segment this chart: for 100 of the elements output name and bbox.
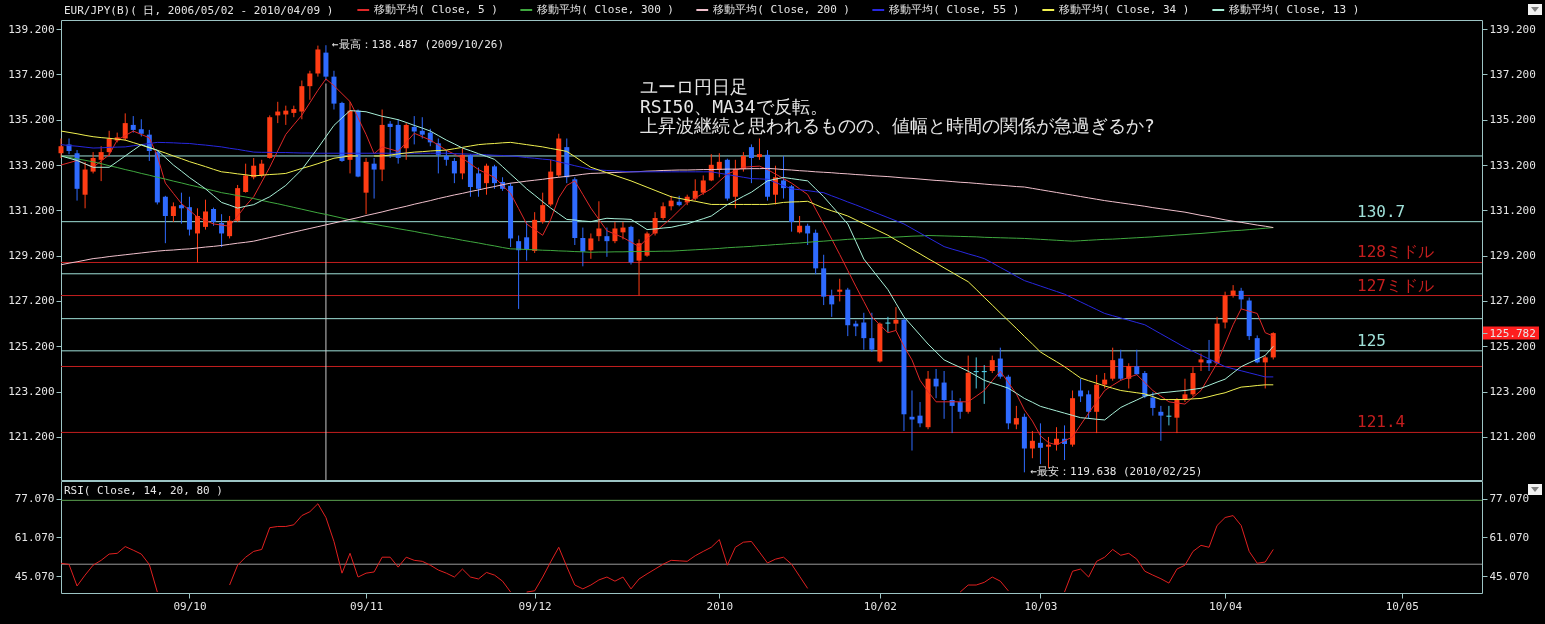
y-tick-label: 133.200 — [8, 158, 55, 172]
x-tick-label: 10/04 — [1209, 599, 1243, 613]
y-tick-label: 125.200 — [8, 339, 55, 353]
ref-line-label: 128ミドル — [1357, 242, 1434, 262]
candlestick — [829, 289, 835, 318]
candlestick — [1158, 405, 1164, 442]
candlestick — [861, 312, 867, 351]
ref-line-label: 130.7 — [1357, 201, 1406, 221]
x-tick-label: 10/03 — [1024, 599, 1058, 613]
y2-tick-label: 77.070 — [1489, 492, 1530, 506]
candlestick — [98, 145, 104, 182]
candlestick — [1118, 349, 1124, 382]
y-tick-label: 129.200 — [8, 249, 55, 263]
x-tick-label: 09/12 — [518, 599, 552, 613]
candlestick — [186, 196, 192, 236]
annotation: RSI50、MA34で反転。 — [640, 95, 828, 117]
candlestick — [194, 207, 200, 263]
candlestick — [203, 199, 209, 231]
y2-tick-label: 45.070 — [1489, 569, 1530, 583]
candlestick — [211, 207, 217, 227]
x-tick-label: 10/05 — [1385, 599, 1419, 613]
candlestick — [1013, 405, 1019, 430]
candlestick — [588, 232, 594, 260]
candlestick — [837, 278, 843, 302]
annotation: ユーロ円日足 — [640, 76, 748, 97]
line-series — [60, 78, 1274, 446]
candlestick — [893, 306, 899, 331]
y2-tick-label: 135.200 — [1489, 113, 1536, 127]
ref-line-label: 127ミドル — [1357, 275, 1434, 295]
y-tick-label: 127.200 — [8, 294, 55, 308]
candlestick — [170, 201, 176, 223]
candlestick — [58, 138, 64, 159]
x-tick-label: 09/10 — [173, 599, 207, 613]
chart-title: EUR/JPY(B)( 日, 2006/05/02 - 2010/04/09 ) — [64, 4, 334, 17]
candlestick — [1198, 353, 1204, 372]
y-tick-label: 77.070 — [14, 492, 55, 506]
x-tick-label: 2010 — [706, 599, 734, 613]
candlestick — [805, 223, 811, 246]
candlestick — [933, 368, 939, 399]
y2-tick-label: 125.200 — [1489, 339, 1536, 353]
candlestick — [1190, 366, 1196, 397]
candlestick — [451, 157, 457, 184]
candlestick — [748, 143, 754, 184]
candlestick — [1037, 422, 1043, 465]
candlestick — [1078, 378, 1084, 403]
candlestick — [1230, 284, 1236, 299]
y2-tick-label: 61.070 — [1489, 530, 1530, 544]
candlestick — [580, 227, 586, 267]
candlestick — [371, 157, 377, 200]
y2-tick-label: 129.200 — [1489, 249, 1536, 263]
y-tick-label: 135.200 — [8, 113, 55, 127]
candlestick — [492, 164, 498, 190]
candlestick — [941, 370, 947, 420]
y2-tick-label: 121.200 — [1489, 430, 1536, 444]
y2-tick-label: 131.200 — [1489, 203, 1536, 217]
candlestick — [1110, 347, 1116, 382]
candlestick — [1029, 430, 1035, 459]
candlestick — [1262, 355, 1268, 389]
candlestick — [1238, 287, 1244, 310]
candlestick — [419, 116, 425, 140]
candlestick — [604, 227, 610, 258]
legend-label: 移動平均( Close, 5 ) — [374, 3, 498, 16]
y-tick-label: 123.200 — [8, 385, 55, 399]
annotation: ←最高：138.487 (2009/10/26) — [331, 38, 505, 52]
candlestick — [1126, 362, 1132, 389]
y-tick-label: 131.200 — [8, 203, 55, 217]
candlestick — [716, 152, 722, 178]
candlestick — [243, 163, 249, 194]
candlestick — [1086, 389, 1092, 420]
legend-label: 移動平均( Close, 55 ) — [889, 3, 1020, 16]
candlestick — [700, 174, 706, 196]
ref-line-label: 125 — [1357, 330, 1386, 350]
x-tick-label: 09/11 — [350, 599, 384, 613]
legend-label: 移動平均( Close, 34 ) — [1059, 3, 1190, 16]
y2-tick-label: 133.200 — [1489, 158, 1536, 172]
candlestick — [1150, 391, 1156, 417]
candlestick — [307, 70, 313, 101]
y-tick-label: 139.200 — [8, 22, 55, 36]
candlestick — [756, 138, 762, 161]
candlestick — [596, 200, 602, 242]
ref-line-label: 121.4 — [1357, 412, 1406, 432]
y-tick-label: 121.200 — [8, 430, 55, 444]
candlestick — [66, 138, 72, 155]
candlestick — [869, 312, 875, 353]
candlestick — [1174, 397, 1180, 434]
candlestick — [484, 163, 489, 196]
y-tick-label: 61.070 — [14, 530, 55, 544]
annotation: 上昇波継続と思われるものの、値幅と時間の関係が急過ぎるか? — [640, 115, 1155, 136]
candlestick — [162, 195, 168, 244]
candlestick — [917, 401, 923, 428]
y2-tick-label: 127.200 — [1489, 294, 1536, 308]
y2-tick-label: 137.200 — [1489, 67, 1536, 81]
chart-title: RSI( Close, 14, 20, 80 ) — [64, 484, 223, 497]
candlestick — [540, 192, 546, 225]
candlestick — [475, 167, 481, 198]
candlestick — [387, 120, 393, 159]
y-tick-label: 45.070 — [14, 569, 55, 583]
candlestick — [957, 397, 963, 420]
y2-tick-label: 123.200 — [1489, 385, 1536, 399]
candlestick — [1134, 349, 1140, 376]
